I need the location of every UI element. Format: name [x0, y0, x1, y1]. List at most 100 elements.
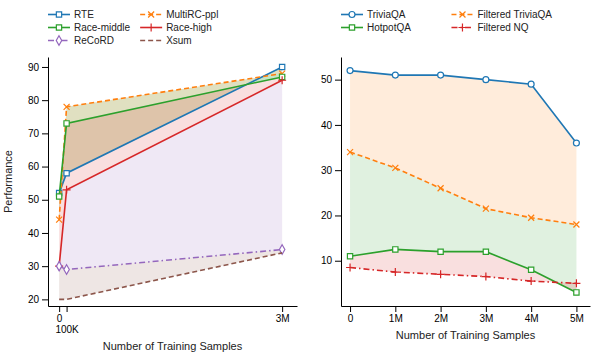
series-marker — [437, 270, 445, 278]
series-marker — [573, 222, 579, 228]
series-line — [59, 67, 282, 193]
panel: 0100K3M2030405060708090Number of Trainin… — [2, 58, 298, 353]
axis-line — [342, 306, 591, 307]
legend-marker — [148, 12, 154, 18]
series-marker — [438, 185, 444, 191]
tick: 40 — [321, 120, 341, 131]
series-marker — [279, 64, 284, 69]
tick: 80 — [28, 95, 48, 106]
tick: 4M — [525, 306, 539, 324]
tick: 100K — [55, 306, 79, 335]
series-marker — [527, 277, 535, 285]
tick: 5M — [570, 306, 584, 324]
tick: 50 — [28, 194, 48, 205]
tick-label: 30 — [28, 261, 40, 272]
tick: 90 — [28, 62, 48, 73]
legend-marker — [349, 25, 354, 30]
legend-item: ReCoRD — [48, 35, 114, 46]
series-marker — [438, 249, 443, 254]
tick-mark — [42, 67, 48, 68]
tick: 0 — [57, 306, 63, 324]
tick-label: 3M — [276, 313, 290, 324]
tick-label: 50 — [321, 74, 333, 85]
series-marker — [528, 215, 534, 221]
series-marker — [57, 194, 62, 199]
series-marker — [56, 217, 62, 223]
tick-mark — [335, 125, 341, 126]
tick: 30 — [28, 261, 48, 272]
tick-label: 90 — [28, 62, 40, 73]
legend-item: HotpotQA — [341, 22, 411, 33]
legend-item: Filtered NQ — [451, 22, 528, 33]
tick-label: 20 — [321, 210, 333, 221]
series-marker — [528, 267, 533, 272]
series-marker — [64, 265, 69, 274]
series-line — [350, 71, 576, 143]
tick-label: 4M — [525, 313, 539, 324]
legend-label: RTE — [74, 9, 94, 20]
tick: 60 — [28, 161, 48, 172]
series-marker — [55, 262, 63, 270]
chart: 0100K3M2030405060708090Number of Trainin… — [0, 0, 602, 358]
legend: TriviaQAFiltered TriviaQAHotpotQAFiltere… — [341, 9, 552, 33]
tick-label: 70 — [28, 128, 40, 139]
band-fill — [59, 250, 282, 300]
tick-label: 1M — [389, 313, 403, 324]
panel: 01M2M3M4M5M1020304050Number of Training … — [321, 58, 591, 342]
tick-mark — [576, 306, 577, 312]
tick-label: 30 — [321, 165, 333, 176]
legend-item: RTE — [48, 9, 94, 20]
legend-label: Race-middle — [74, 22, 131, 33]
tick-mark — [67, 306, 68, 312]
tick-mark — [42, 100, 48, 101]
tick-label: 3M — [479, 313, 493, 324]
tick-mark — [395, 306, 396, 312]
legend-item: TriviaQA — [341, 9, 406, 20]
legend-marker — [147, 24, 155, 32]
legend-label: HotpotQA — [367, 22, 411, 33]
series-marker — [572, 279, 580, 287]
series-marker — [483, 77, 489, 83]
tick: 0 — [348, 306, 354, 324]
x-axis: 01M2M3M4M5M — [342, 306, 591, 324]
tick: 20 — [28, 294, 48, 305]
tick-label: 20 — [28, 294, 40, 305]
series-marker — [347, 254, 352, 259]
series-marker — [392, 165, 398, 171]
legend-label: Filtered NQ — [477, 22, 528, 33]
tick: 30 — [321, 165, 341, 176]
legend-label: TriviaQA — [367, 9, 406, 20]
legend-swatch — [140, 40, 162, 42]
tick-mark — [335, 170, 341, 171]
x-axis: 0100K 3M — [49, 306, 298, 335]
legend-item: MultiRC-ppl — [140, 9, 218, 20]
series-marker — [574, 290, 579, 295]
axis-line — [49, 306, 298, 307]
tick-label: 50 — [28, 194, 40, 205]
tick-mark — [42, 133, 48, 134]
tick-label: 10 — [321, 255, 333, 266]
axis-line — [341, 58, 342, 307]
tick: 70 — [28, 128, 48, 139]
series-marker — [483, 249, 488, 254]
tick: 10 — [321, 255, 341, 266]
legend-label: Xsum — [166, 35, 192, 46]
tick: 3M — [276, 306, 290, 324]
tick-label: 60 — [28, 161, 40, 172]
tick-mark — [42, 299, 48, 300]
tick: 3M — [479, 306, 493, 324]
tick-label: 0 — [348, 313, 354, 324]
tick-label: 0 — [57, 313, 63, 324]
series-marker — [278, 76, 286, 84]
series-line — [59, 253, 282, 299]
tick: 20 — [321, 210, 341, 221]
series-marker — [482, 273, 490, 281]
tick-mark — [335, 80, 341, 81]
tick-label: 5M — [570, 313, 584, 324]
tick-mark — [42, 200, 48, 201]
tick-mark — [441, 306, 442, 312]
tick: 1M — [389, 306, 403, 324]
tick-mark — [335, 215, 341, 216]
band-fill — [350, 152, 576, 292]
series-marker — [64, 121, 69, 126]
